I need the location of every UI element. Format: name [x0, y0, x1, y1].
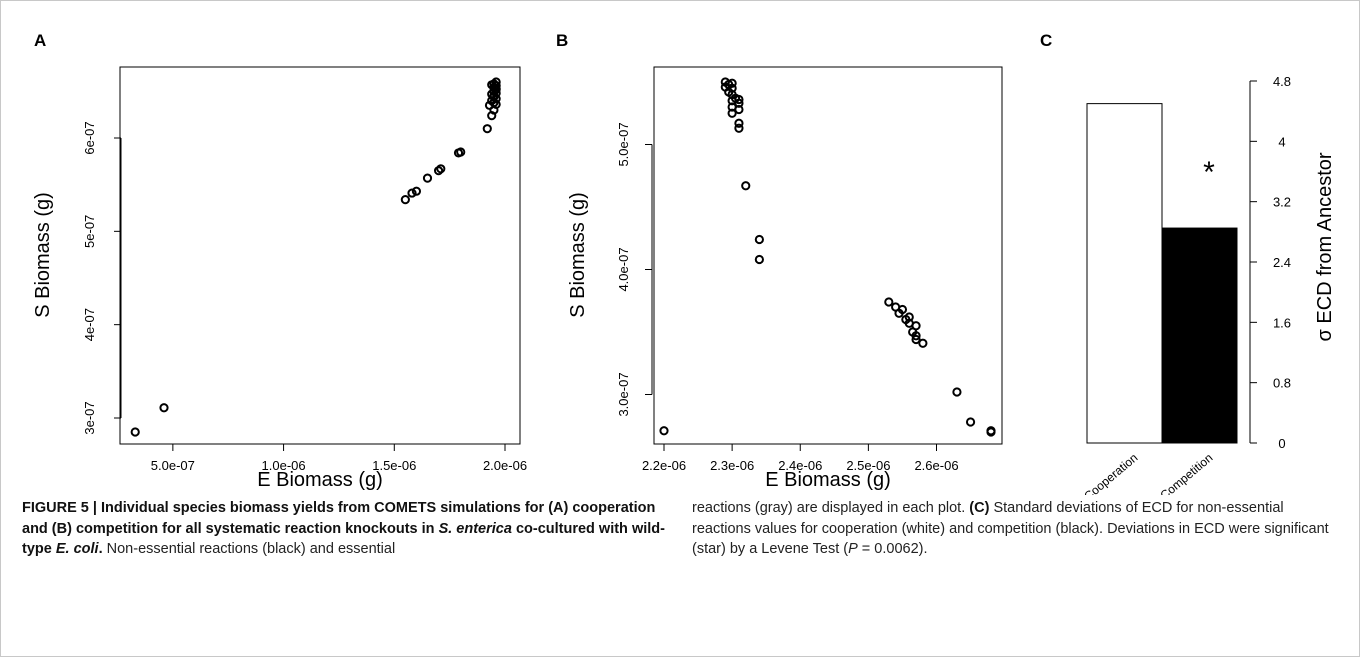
bar-chart-c: Cooperation Competition 0 0.8 1.6 2.4 3.2 4 4.8 [1081, 74, 1291, 495]
caption-figure-label: FIGURE 5 | [22, 500, 97, 516]
x-tick-label: 1.0e-06 [262, 458, 306, 473]
data-point [727, 108, 737, 118]
data-point [734, 104, 744, 115]
data-point [482, 124, 492, 134]
y-tick-label: 5e-07 [82, 215, 97, 248]
caption-bold-text: Individual species biomass yields from C… [22, 500, 656, 537]
data-point [734, 123, 744, 133]
data-point [754, 254, 764, 265]
data-point [659, 426, 669, 436]
data-point [422, 173, 433, 183]
x-axis-label-a: E Biomass (g) [257, 469, 383, 491]
panel-label-b: B [556, 31, 568, 50]
bar-cooperation [1086, 103, 1163, 444]
plot-frame-b [653, 66, 1003, 445]
data-point [491, 83, 501, 94]
x-tick-label: 2.4e-06 [778, 458, 822, 473]
figure-charts: A 5.0e-07 1.0e-06 1.5e-06 2.0e-06 3e-07 4e-07… [32, 31, 1336, 495]
figure-caption-left: FIGURE 5 | Individual species biomass yi… [22, 498, 672, 560]
y-tick-label: 3e-07 [82, 401, 97, 434]
data-point [734, 94, 744, 105]
data-point [456, 147, 466, 157]
data-point [741, 181, 751, 191]
caption-right-bold-c: (C) [969, 500, 990, 516]
data-point [986, 427, 996, 437]
data-point [130, 427, 140, 437]
data-point [159, 403, 169, 413]
data-point [754, 234, 764, 245]
y-tick-label: 0.8 [1273, 376, 1291, 391]
data-point [894, 308, 904, 318]
caption-bold-end: . [98, 541, 103, 557]
data-point [411, 186, 422, 196]
caption-species-1: S. enterica [438, 520, 512, 537]
caption-plain-text: Non-essential reactions (black) and esse… [106, 541, 396, 557]
x-tick-label: 2.5e-06 [846, 458, 890, 473]
data-point [911, 331, 921, 341]
panel-label-c: C [1040, 31, 1052, 50]
data-point [400, 195, 410, 205]
y-tick-label: 6e-07 [82, 121, 97, 154]
x-tick-label: 2.2e-06 [642, 458, 686, 473]
x-axis-label-b: E Biomass (g) [765, 469, 891, 491]
category-label: Cooperation [1081, 451, 1140, 495]
y-axis-label-a: S Biomass (g) [32, 192, 54, 318]
data-point [489, 92, 499, 102]
y-tick-label: 4 [1278, 134, 1285, 149]
scatter-plot-a: 5.0e-07 1.0e-06 1.5e-06 2.0e-06 3e-07 4e-07 5e… [82, 66, 527, 473]
data-point [952, 387, 962, 397]
data-point [407, 188, 417, 198]
caption-right-text-3: = 0.0062). [861, 541, 928, 557]
x-tick-label: 2.6e-06 [914, 458, 958, 473]
data-point [918, 338, 928, 348]
caption-bold-text-2: co-cultured with wild-type [22, 520, 665, 558]
caption-species-2: E. coli [55, 541, 99, 557]
caption-right-text-2: Standard deviations of ECD for non-essen… [692, 500, 1329, 557]
caption-p-symbol: P [848, 541, 858, 557]
y-tick-label: 0 [1278, 436, 1285, 451]
data-point [436, 164, 446, 174]
y-tick-label: 2.4 [1273, 255, 1291, 270]
y-tick-label: 4e-07 [82, 308, 97, 341]
x-tick-label: 5.0e-07 [151, 458, 195, 473]
data-point [965, 417, 976, 427]
y-axis-label-b: S Biomass (g) [567, 192, 589, 318]
y-tick-label: 3.0e-07 [616, 372, 631, 416]
y-tick-label: 1.6 [1273, 315, 1291, 330]
data-point [727, 78, 737, 88]
y-tick-label: 3.2 [1273, 195, 1291, 210]
caption-right-text-1: reactions (gray) are displayed in each p… [692, 500, 966, 516]
category-label: Competition [1157, 451, 1215, 495]
x-tick-label: 1.5e-06 [372, 458, 416, 473]
data-point [884, 297, 894, 307]
y-axis-label-c: σ ECD from Ancestor [1314, 152, 1336, 341]
data-point [734, 118, 744, 128]
y-tick-label: 4.8 [1273, 74, 1291, 89]
x-tick-label: 2.0e-06 [483, 458, 527, 473]
y-tick-label: 4.0e-07 [616, 247, 631, 291]
scatter-plot-b: 2.2e-06 2.3e-06 2.4e-06 2.5e-06 2.6e-06 3.0e-… [616, 66, 1003, 473]
data-point [911, 334, 921, 345]
bar-competition [1161, 227, 1238, 444]
figure-caption-right: reactions (gray) are displayed in each p… [692, 498, 1340, 560]
y-tick-label: 5.0e-07 [616, 122, 631, 166]
x-tick-label: 2.3e-06 [710, 458, 754, 473]
significance-star: * [1203, 156, 1215, 189]
plot-frame-a [119, 66, 521, 445]
panel-label-a: A [34, 31, 46, 50]
